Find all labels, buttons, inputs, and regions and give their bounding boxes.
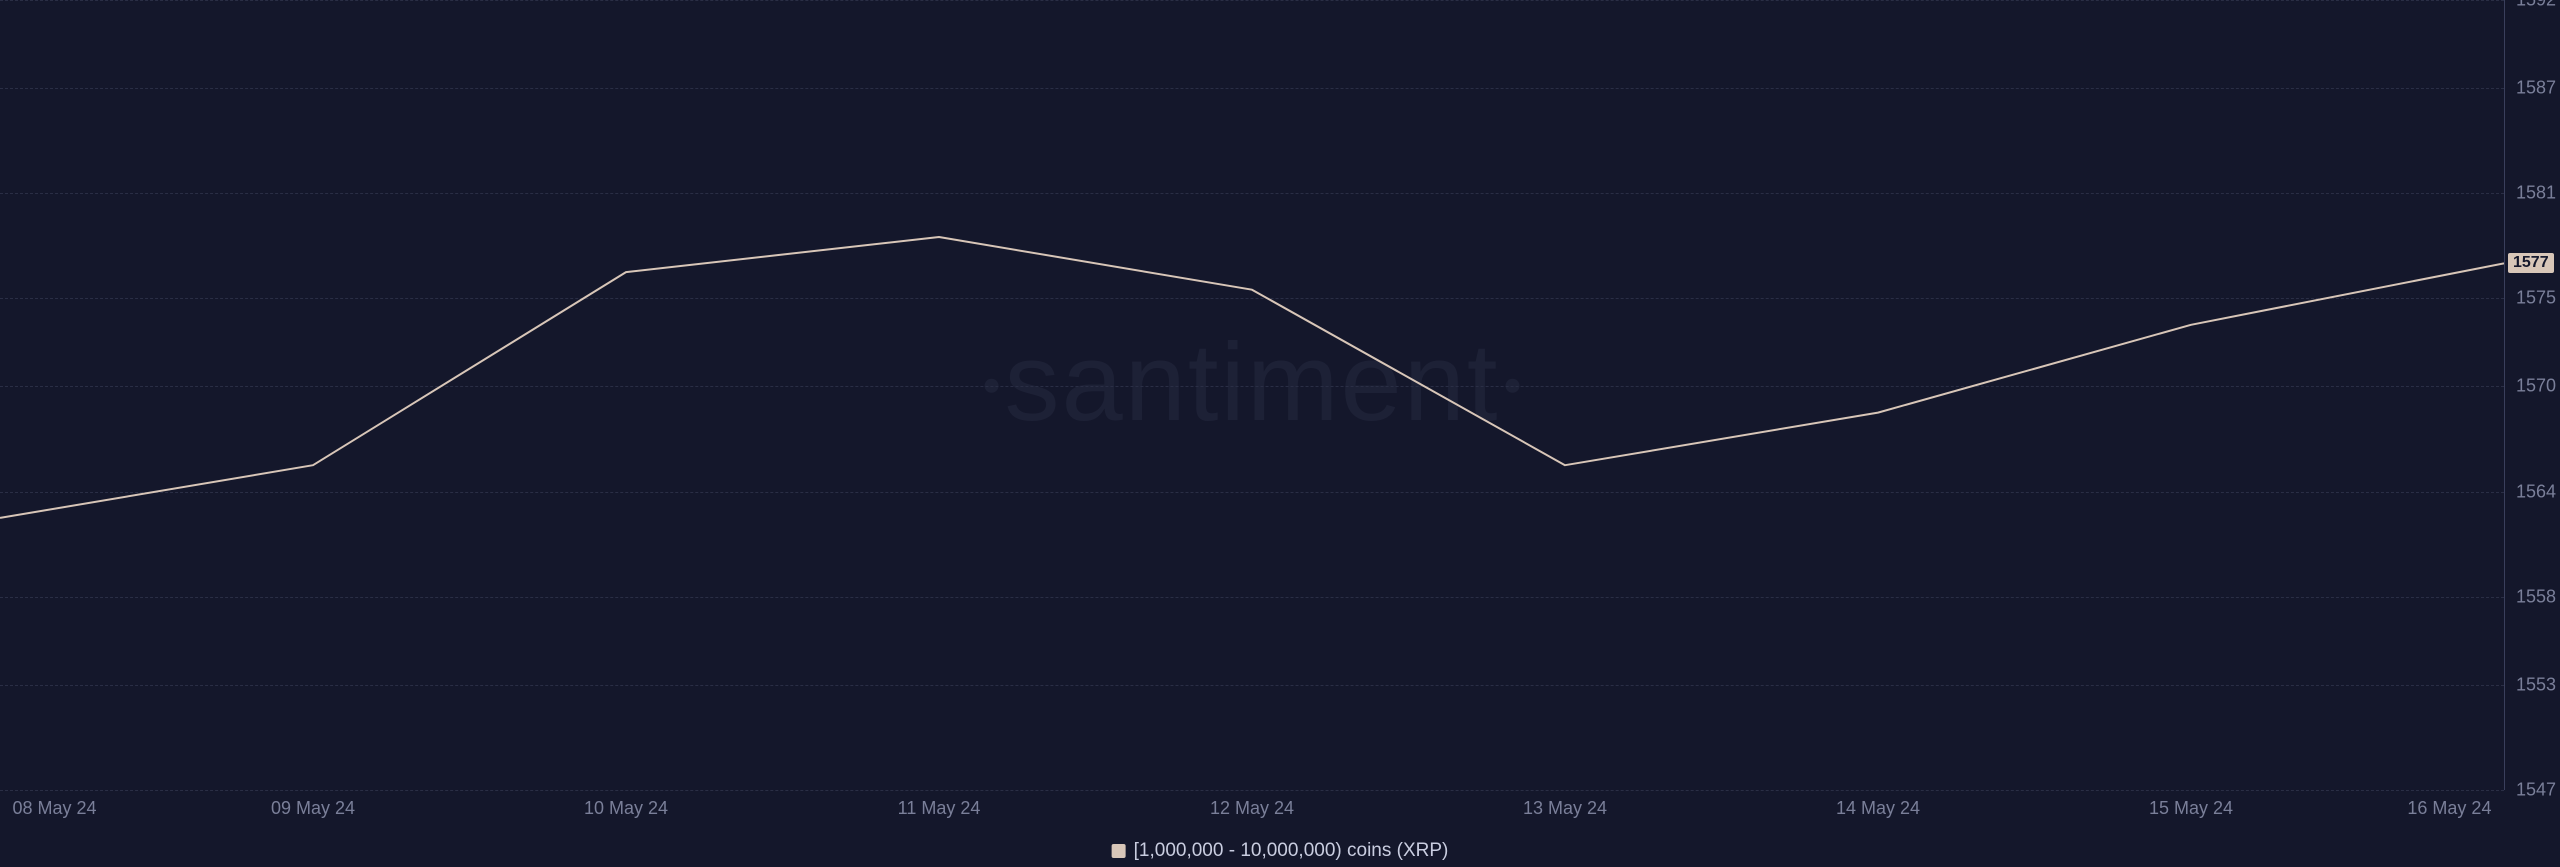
series-line <box>0 237 2504 518</box>
x-tick-label: 15 May 24 <box>2149 798 2233 819</box>
x-tick-label: 13 May 24 <box>1523 798 1607 819</box>
plot-area[interactable]: santiment <box>0 0 2504 790</box>
current-value-badge: 1577 <box>2508 253 2554 273</box>
y-tick-label: 1575 <box>2516 288 2556 309</box>
y-tick-label: 1570 <box>2516 376 2556 397</box>
y-tick-label: 1592 <box>2516 0 2556 11</box>
y-axis: 1547 1553 1558 1564 1570 1575 1581 1587 1592 <box>2504 0 2560 867</box>
y-tick-label: 1587 <box>2516 77 2556 98</box>
x-tick-label: 16 May 24 <box>2407 798 2491 819</box>
x-tick-label: 14 May 24 <box>1836 798 1920 819</box>
y-tick-label: 1547 <box>2516 780 2556 801</box>
y-tick-label: 1564 <box>2516 481 2556 502</box>
chart-container: santiment 154715531558156415701575158115… <box>0 0 2560 867</box>
current-value-label: 1577 <box>2513 254 2549 271</box>
x-tick-label: 10 May 24 <box>584 798 668 819</box>
y-tick-label: 1558 <box>2516 586 2556 607</box>
y-axis-line <box>2504 0 2505 790</box>
x-tick-label: 12 May 24 <box>1210 798 1294 819</box>
x-tick-label: 11 May 24 <box>898 798 981 819</box>
gridline <box>0 790 2504 791</box>
x-tick-label: 09 May 24 <box>271 798 355 819</box>
y-tick-label: 1581 <box>2516 183 2556 204</box>
x-tick-label: 08 May 24 <box>13 798 97 819</box>
line-chart-svg <box>0 0 2504 790</box>
y-tick-label: 1553 <box>2516 674 2556 695</box>
legend[interactable]: [1,000,000 - 10,000,000) coins (XRP) <box>1112 840 1449 862</box>
legend-label: [1,000,000 - 10,000,000) coins (XRP) <box>1134 840 1449 862</box>
legend-swatch <box>1112 844 1126 858</box>
